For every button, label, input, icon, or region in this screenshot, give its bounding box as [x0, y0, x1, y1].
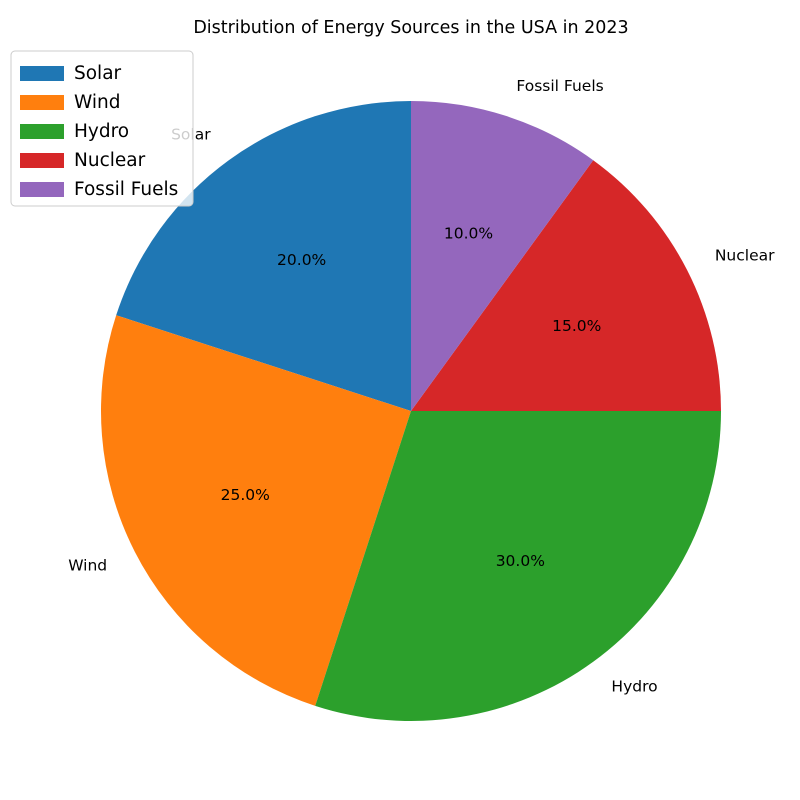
- percent-label-wind: 25.0%: [221, 486, 270, 504]
- percent-labels: 20.0% 25.0% 30.0% 15.0% 10.0%: [221, 225, 602, 570]
- legend-swatch-fossil-fuels: [20, 182, 64, 197]
- percent-label-nuclear: 15.0%: [552, 317, 601, 335]
- percent-label-solar: 20.0%: [277, 251, 326, 269]
- pie-slices: [100, 101, 721, 721]
- legend-swatch-solar: [20, 66, 64, 81]
- legend-label-hydro: Hydro: [74, 121, 129, 142]
- pie-slice-hydro: [315, 411, 721, 721]
- legend-swatch-nuclear: [20, 153, 64, 168]
- pie-slice-nuclear: [411, 160, 721, 411]
- percent-label-fossil-fuels: 10.0%: [444, 225, 493, 243]
- slice-label-nuclear: Nuclear: [715, 247, 775, 265]
- legend-label-nuclear: Nuclear: [74, 150, 146, 171]
- pie-slice-fossil-fuels: [411, 101, 594, 411]
- chart-title: Distribution of Energy Sources in the US…: [193, 18, 628, 38]
- pie-slice-wind: [100, 315, 411, 706]
- legend-swatch-wind: [20, 95, 64, 110]
- legend: Solar Wind Hydro Nuclear Fossil Fuels: [10, 50, 194, 207]
- legend-swatch-hydro: [20, 124, 64, 139]
- percent-label-hydro: 30.0%: [496, 552, 545, 570]
- legend-label-solar: Solar: [74, 63, 122, 84]
- legend-label-fossil-fuels: Fossil Fuels: [74, 179, 178, 200]
- pie-slice-solar: [116, 101, 411, 411]
- slice-label-hydro: Hydro: [611, 677, 657, 695]
- slice-label-fossil-fuels: Fossil Fuels: [516, 77, 603, 95]
- slice-label-wind: Wind: [68, 556, 107, 574]
- legend-label-wind: Wind: [74, 92, 121, 113]
